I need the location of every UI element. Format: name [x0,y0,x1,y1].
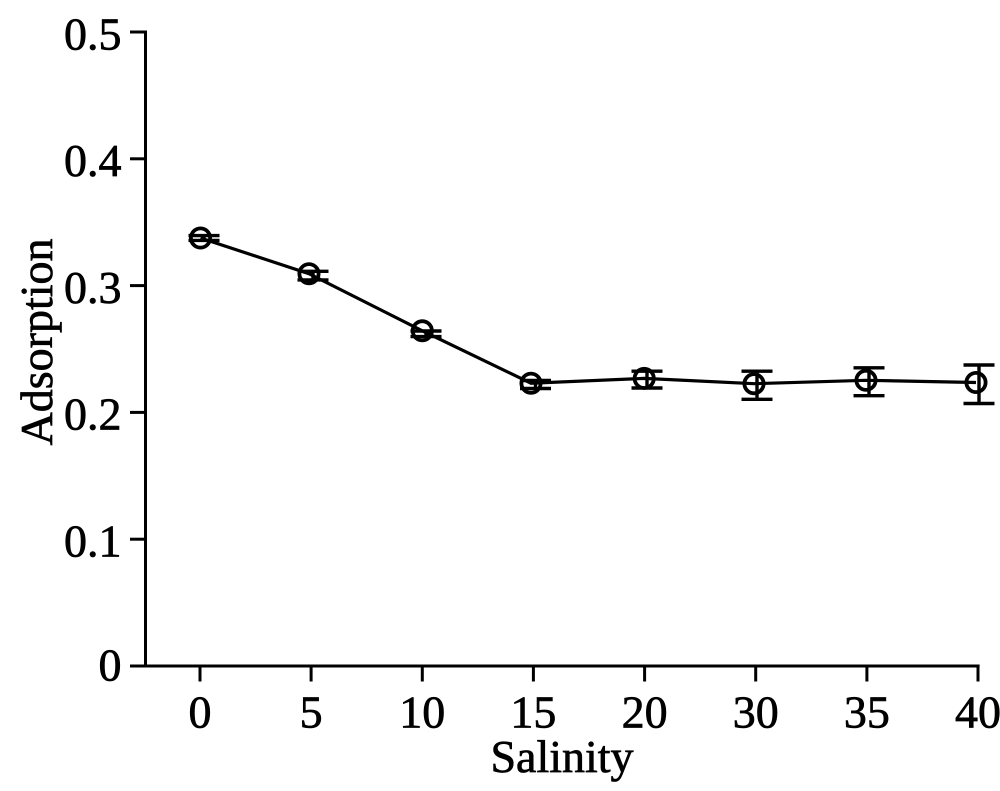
svg-text:0.3: 0.3 [64,262,122,313]
svg-text:Salinity: Salinity [490,731,633,782]
svg-text:40: 40 [955,687,1000,738]
svg-text:0.5: 0.5 [64,8,122,59]
svg-text:35: 35 [844,687,890,738]
svg-text:0: 0 [189,687,212,738]
svg-text:0.2: 0.2 [64,389,122,440]
svg-text:30: 30 [733,687,779,738]
svg-text:20: 20 [622,687,668,738]
svg-text:0.4: 0.4 [64,135,122,186]
svg-text:5: 5 [300,687,323,738]
svg-text:0: 0 [99,639,122,690]
svg-text:Adsorption: Adsorption [11,239,62,446]
svg-text:0.1: 0.1 [64,516,122,567]
svg-text:10: 10 [399,687,445,738]
svg-text:15: 15 [510,687,556,738]
